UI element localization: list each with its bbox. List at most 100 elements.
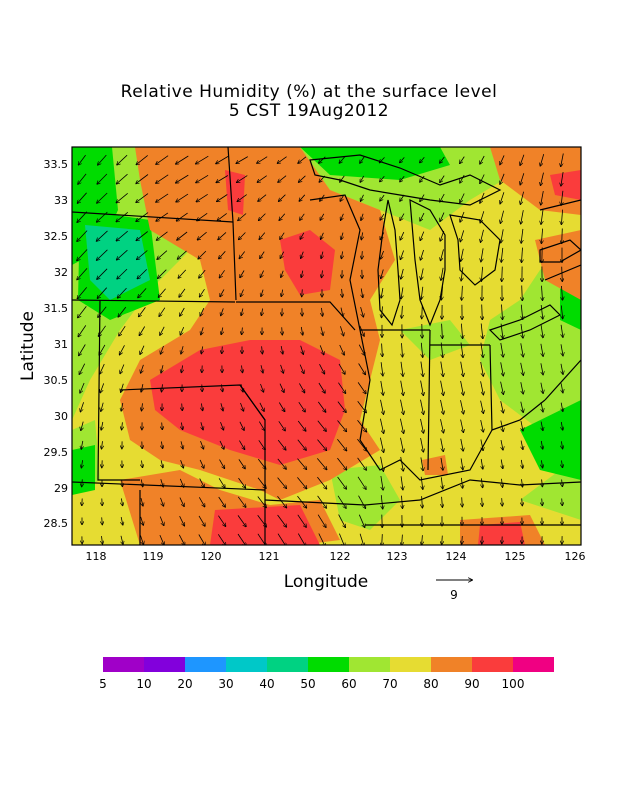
wind-vector-arrow (440, 361, 443, 377)
wind-vector-arrow (442, 535, 443, 545)
wind-vector-arrow (522, 498, 523, 505)
wind-vector-arrow (521, 459, 522, 468)
wind-vector-arrow (77, 230, 88, 242)
wind-vector-arrow (481, 229, 484, 242)
y-tick-label: 32 (54, 266, 68, 279)
wind-vector-arrow (236, 156, 249, 164)
wind-vector-arrow (441, 477, 442, 488)
rh-zone-small-100 (225, 170, 245, 215)
wind-vector-arrow (440, 175, 445, 183)
wind-vector-arrow (260, 251, 265, 259)
wind-vector-arrow (362, 251, 363, 259)
wind-vector-arrow (380, 437, 383, 453)
wind-vector-arrow (561, 209, 562, 225)
wind-vector-arrow (440, 399, 444, 414)
x-tick-label: 121 (259, 550, 280, 563)
colorbar-label: 60 (341, 677, 356, 691)
x-tick-label: 122 (330, 550, 351, 563)
wind-vector-arrow (217, 534, 225, 545)
border-line (239, 384, 266, 545)
wind-vector-arrow (218, 232, 227, 239)
rh-zone-northwest-50 (85, 225, 150, 300)
wind-vector-arrow (177, 231, 188, 240)
wind-vector-arrow (260, 383, 264, 392)
wind-vector-arrow (541, 324, 543, 337)
wind-vector-arrow (179, 497, 184, 507)
wind-vector-arrow (561, 363, 563, 374)
wind-vector-arrow (339, 156, 346, 163)
wind-vector-arrow (241, 384, 243, 392)
wind-vector-arrow (561, 383, 563, 392)
wind-vector-arrow (541, 191, 544, 205)
wind-vector-arrow (242, 327, 243, 335)
wind-vector-arrow (420, 418, 424, 433)
wind-vector-arrow (500, 173, 505, 184)
wind-vector-arrow (340, 194, 345, 201)
wind-vector-arrow (119, 325, 126, 336)
wind-vector-arrow (402, 305, 403, 318)
border-line (489, 344, 546, 431)
wind-vector-arrow (521, 210, 524, 224)
wind-vector-arrow (302, 289, 303, 296)
wind-vector-arrow (422, 535, 423, 545)
wind-vector-arrow (317, 420, 326, 432)
wind-vector-arrow (340, 326, 343, 335)
wind-vector-arrow (319, 175, 326, 182)
wind-vector-arrow (279, 383, 284, 393)
wind-vector-arrow (198, 497, 204, 506)
rh-zone-southeast-100 (478, 522, 525, 545)
wind-vector-arrow (480, 211, 485, 222)
wind-vector-arrow (520, 191, 524, 205)
rh-zone-northeast-100 (550, 170, 581, 200)
wind-vector-arrow (357, 476, 366, 489)
colorbar-swatch (267, 657, 308, 672)
wind-vector-arrow (441, 286, 442, 299)
wind-vector-arrow (301, 251, 304, 259)
y-tick-label: 28.5 (44, 517, 69, 530)
wind-vector-arrow (361, 232, 362, 239)
plot-frame (71, 146, 582, 546)
y-tick-label: 33 (54, 194, 68, 207)
wind-vector-arrow (541, 209, 543, 224)
wind-vector-arrow (181, 346, 183, 354)
wind-vector-arrow (361, 288, 363, 298)
wind-vector-arrow (97, 249, 108, 260)
wind-vector-arrow (176, 212, 188, 221)
wind-vector-arrow (100, 383, 105, 392)
wind-vector-arrow (178, 250, 187, 259)
wind-vector-arrow (420, 380, 424, 396)
wind-vector-arrow (219, 459, 225, 469)
wind-vector-arrow (541, 363, 543, 374)
wind-vector-arrow (300, 345, 304, 354)
wind-vector-arrow (400, 231, 405, 240)
wind-vector-arrow (420, 361, 423, 377)
wind-vector-arrow (480, 381, 484, 394)
wind-vector-arrow (180, 460, 184, 468)
wind-vector-arrow (541, 172, 544, 186)
chart-subtitle: 5 CST 19Aug2012 (228, 101, 390, 121)
wind-vector-arrow (359, 325, 364, 336)
wind-vector-arrow (161, 365, 163, 373)
wind-vector-arrow (238, 213, 247, 221)
wind-vector-arrow (139, 307, 146, 316)
wind-vector-arrow (156, 212, 169, 221)
wind-vector-arrow (382, 534, 383, 545)
wind-vector-arrow (218, 478, 225, 487)
wind-vector-arrow (501, 323, 503, 339)
y-tick-label: 32.5 (44, 230, 69, 243)
wind-vector-arrow (402, 534, 403, 545)
wind-vector-arrow (400, 175, 405, 182)
wind-vector-arrow (261, 365, 263, 373)
wind-vector-arrow (78, 306, 87, 317)
wind-vector-arrow (521, 421, 523, 431)
wind-vector-arrow (440, 419, 444, 433)
wind-vector-arrow (259, 402, 264, 411)
wind-vector-arrow (239, 440, 244, 450)
wind-vector-arrow (300, 232, 305, 239)
wind-vector-arrow (420, 457, 423, 470)
wind-vector-arrow (317, 439, 327, 451)
wind-vector-arrow (299, 194, 306, 201)
rh-zone-southwest-60 (72, 445, 95, 495)
wind-vector-arrow (201, 327, 203, 334)
wind-vector-arrow (320, 213, 325, 220)
